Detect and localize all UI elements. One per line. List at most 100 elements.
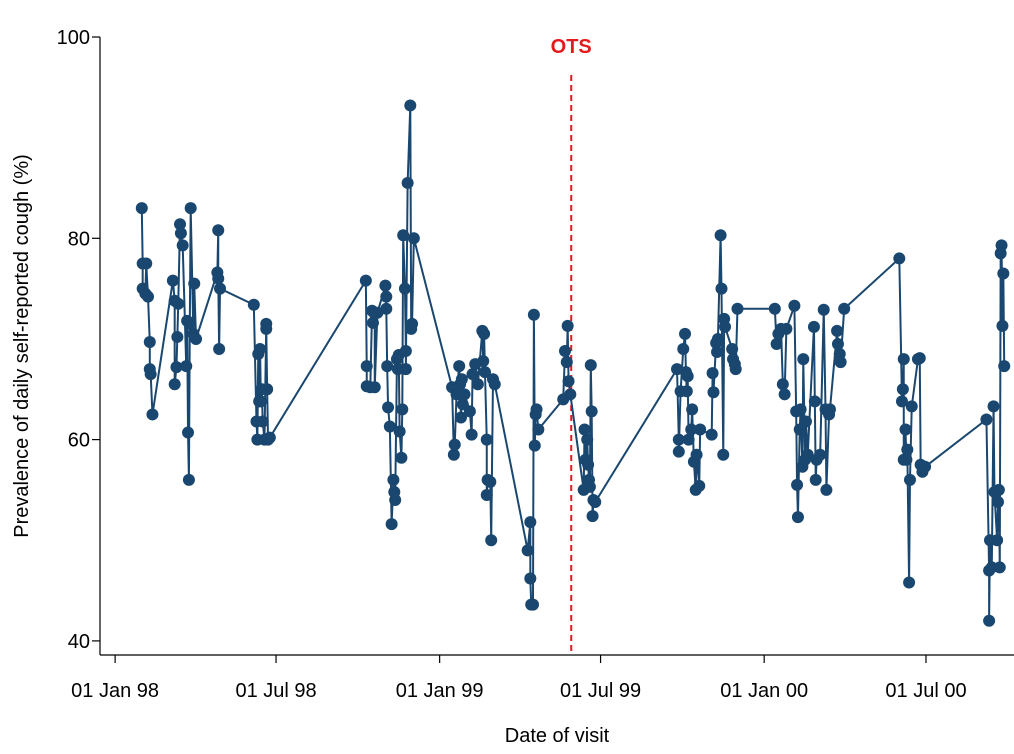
data-point <box>182 473 195 486</box>
data-point <box>393 425 406 438</box>
data-point <box>903 576 916 589</box>
x-axis-label: Date of visit <box>505 725 610 747</box>
data-point <box>778 388 791 401</box>
data-point <box>140 257 153 270</box>
data-point <box>992 483 1005 496</box>
data-point <box>583 480 596 493</box>
data-point <box>997 267 1010 280</box>
data-point <box>715 282 728 295</box>
data-point <box>528 439 541 452</box>
data-point <box>463 405 476 418</box>
data-point <box>681 370 694 383</box>
data-point <box>256 415 269 428</box>
data-point <box>254 395 267 408</box>
data-point <box>480 488 493 501</box>
data-point <box>387 473 400 486</box>
data-point <box>399 363 412 376</box>
data-point <box>380 290 393 303</box>
data-point <box>672 433 685 446</box>
data-point <box>521 544 534 557</box>
data-point <box>809 473 822 486</box>
data-point <box>404 99 417 112</box>
data-point <box>360 360 373 373</box>
data-point <box>564 388 577 401</box>
data-point <box>807 320 820 333</box>
data-point <box>711 332 724 345</box>
data-point <box>817 303 830 316</box>
data-point <box>919 460 932 473</box>
data-point <box>254 343 267 356</box>
data-point <box>184 202 197 215</box>
data-point <box>183 317 196 330</box>
data-point <box>396 403 409 416</box>
data-point <box>831 337 844 350</box>
x-tick-label: 01 Jul 00 <box>885 680 966 702</box>
annotation-label: OTS <box>551 36 592 58</box>
data-point <box>714 229 727 242</box>
data-point <box>168 378 181 391</box>
data-point <box>447 448 460 461</box>
data-point <box>731 302 744 315</box>
data-point <box>788 299 801 312</box>
data-point <box>995 239 1008 252</box>
x-tick-label: 01 Jul 99 <box>560 680 641 702</box>
y-tick-label: 100 <box>57 27 90 49</box>
data-point <box>991 534 1004 547</box>
data-point <box>247 298 260 311</box>
data-point <box>823 403 836 416</box>
data-point <box>366 316 379 329</box>
data-point <box>389 493 402 506</box>
data-point <box>677 343 690 356</box>
data-point <box>212 224 225 237</box>
data-point <box>901 443 914 456</box>
data-point <box>903 473 916 486</box>
data-point <box>174 227 187 240</box>
data-point <box>834 356 847 369</box>
data-point <box>135 202 148 215</box>
data-point <box>478 327 491 340</box>
y-tick-label: 60 <box>68 430 90 452</box>
data-point <box>711 346 724 359</box>
data-point <box>895 395 908 408</box>
data-point <box>382 401 395 414</box>
data-point <box>465 428 478 441</box>
x-tick-label: 01 Jan 00 <box>720 680 808 702</box>
data-point <box>359 274 372 287</box>
data-point <box>582 458 595 471</box>
data-point <box>524 572 537 585</box>
data-point <box>480 433 493 446</box>
data-point <box>562 375 575 388</box>
data-point <box>996 319 1009 332</box>
data-point <box>398 282 411 295</box>
data-point <box>685 423 698 436</box>
data-point <box>808 395 821 408</box>
data-point <box>560 356 573 369</box>
data-point <box>399 345 412 358</box>
data-point <box>991 496 1004 509</box>
data-point <box>780 322 793 335</box>
data-point <box>455 373 468 386</box>
data-point <box>679 327 692 340</box>
data-point <box>180 360 193 373</box>
y-tick-label: 80 <box>68 228 90 250</box>
x-tick-label: 01 Jan 98 <box>71 680 159 702</box>
data-point <box>477 355 490 368</box>
data-point <box>561 319 574 332</box>
data-point <box>893 252 906 265</box>
data-point <box>899 423 912 436</box>
data-point <box>143 335 156 348</box>
data-point <box>488 378 501 391</box>
data-point <box>980 413 993 426</box>
data-point <box>478 366 491 379</box>
data-point <box>142 290 155 303</box>
data-point <box>581 433 594 446</box>
data-point <box>559 345 572 358</box>
data-point <box>717 448 730 461</box>
data-point <box>799 415 812 428</box>
data-point <box>794 403 807 416</box>
data-point <box>458 388 471 401</box>
data-point <box>719 320 732 333</box>
data-point <box>896 383 909 396</box>
data-point <box>768 302 781 315</box>
y-tick-label: 40 <box>68 631 90 653</box>
